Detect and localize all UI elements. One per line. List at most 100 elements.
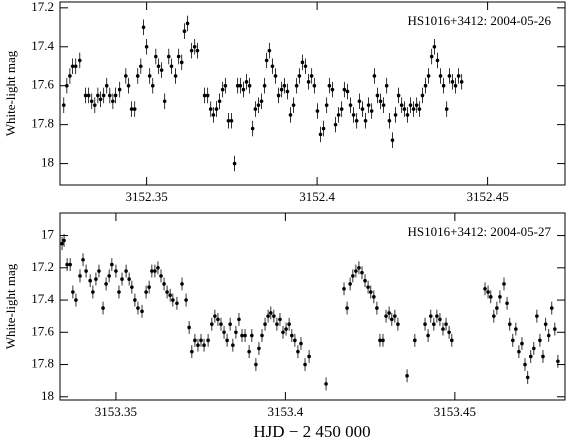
data-point [135,74,140,78]
data-point [225,338,229,343]
x-tick-label: 3153.4 [268,404,304,419]
data-point [360,270,364,275]
data-point [101,306,105,310]
data-point [357,99,362,104]
data-point [381,103,386,107]
data-point [120,277,124,281]
data-point [71,290,75,294]
data-point [176,54,181,59]
data-point [156,64,161,69]
data-point [306,80,311,84]
data-point [210,322,214,327]
data-point [61,103,66,107]
data-point [369,109,374,113]
data-point [199,338,203,343]
data-point [435,58,440,63]
data-point [405,374,409,378]
data-point [159,274,163,278]
data-point [243,333,247,338]
data-point [226,118,231,123]
data-point [532,346,536,351]
data-point [505,301,509,306]
data-point [432,44,437,49]
data-point [195,48,200,53]
data-point [113,93,118,98]
data-point [206,338,210,343]
data-point [339,107,344,111]
data-point [312,83,317,88]
data-point [408,103,413,107]
data-point [65,83,69,88]
data-point [405,113,410,117]
data-point [185,21,190,26]
data-point [279,87,284,92]
data-point [124,269,128,273]
data-point [402,107,407,111]
data-point [81,257,85,262]
data-point [345,306,349,310]
data-point [413,338,417,343]
data-point [124,74,128,78]
data-point [296,349,300,354]
data-point [546,333,551,338]
data-point [511,338,515,343]
plot-frame [59,1,566,186]
y-tick-label: 17.4 [31,291,54,306]
y-tick-label: 17.8 [31,116,54,131]
data-point [154,54,158,59]
data-point [192,44,197,49]
data-point [264,58,269,63]
data-point [241,87,246,92]
data-point [267,48,272,53]
data-point [256,103,261,107]
data-point [288,113,293,117]
data-point [541,354,545,359]
data-point [228,322,232,327]
data-point [287,322,291,327]
data-point [417,107,422,111]
data-point [348,103,353,107]
data-point [307,354,311,359]
data-point [294,83,299,88]
data-point [281,330,285,335]
data-point [375,93,380,98]
data-point [315,109,320,113]
data-point [366,103,371,107]
data-point [117,290,121,294]
data-point [488,295,493,299]
data-point [205,93,210,98]
y-tick-label: 17.8 [31,356,54,371]
y-tick-label: 17.2 [31,0,54,14]
data-point [73,64,78,69]
data-point [129,107,134,111]
data-point [91,290,95,294]
data-point [399,103,404,107]
data-point [300,60,305,65]
data-point [179,60,184,65]
data-point [62,238,66,243]
data-point [94,277,98,281]
x-tick-label: 3153.35 [95,404,137,419]
data-point [525,375,530,380]
data-point [257,346,261,351]
data-point [293,338,297,343]
data-point [553,327,557,331]
data-point [70,64,75,69]
data-point [285,89,290,94]
data-point [363,118,368,123]
data-point [282,83,287,88]
data-point [101,93,106,98]
data-point [423,83,428,88]
data-point [366,285,370,289]
data-point [189,48,194,53]
annotation: HS1016+3412: 2004-05-26 [408,13,552,28]
data-point [219,322,223,327]
data-point [96,93,100,98]
data-point [150,83,155,88]
data-point [104,83,109,88]
data-point [78,274,82,278]
data-point [144,44,149,49]
data-point [420,93,425,98]
data-point [270,64,275,69]
data-point [483,286,487,291]
